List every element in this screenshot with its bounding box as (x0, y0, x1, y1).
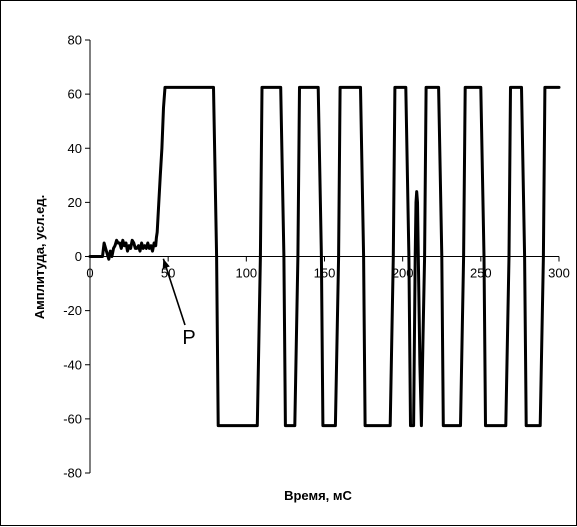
y-tick-label: 20 (68, 195, 82, 210)
y-tick-label: -40 (63, 357, 82, 372)
x-tick-label: 250 (470, 266, 492, 281)
annotations: Р (162, 258, 196, 349)
x-tick-label: 0 (86, 266, 93, 281)
annotation-arrow (162, 258, 186, 326)
x-tick-label: 300 (548, 266, 570, 281)
y-tick-label: -80 (63, 466, 82, 481)
x-tick-label: 100 (235, 266, 257, 281)
y-tick-label: 40 (68, 141, 82, 156)
annotation-arrowhead (162, 258, 170, 269)
y-tick-label: 0 (75, 249, 82, 264)
y-tick-label: -20 (63, 303, 82, 318)
y-tick-label: 80 (68, 33, 82, 48)
x-tick-label: 150 (314, 266, 336, 281)
annotation-label: Р (182, 327, 195, 349)
x-axis-title: Время, мС (284, 488, 352, 503)
series-layer (88, 85, 561, 428)
y-tick-label: 60 (68, 87, 82, 102)
y-axis-title: Амплитуда, усл.ед. (32, 195, 47, 320)
y-tick-label: -60 (63, 411, 82, 426)
series-line (88, 85, 561, 428)
